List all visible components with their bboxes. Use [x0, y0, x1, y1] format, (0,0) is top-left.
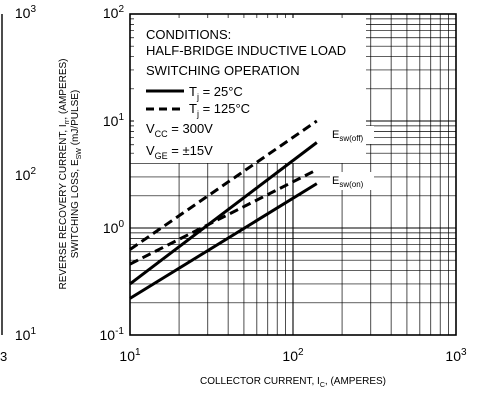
y-tick-label-1: 101: [103, 112, 125, 129]
series-line-tj125-2: [129, 119, 318, 251]
left-axis-ticks: 103 102 101: [15, 4, 37, 343]
left-bottom-partial-label: 3: [0, 349, 7, 364]
conditions-title: CONDITIONS:: [146, 27, 231, 42]
y-tick-label--1: 10-1: [100, 326, 125, 343]
vge-label-bg: [143, 142, 231, 160]
x-axis-label: COLLECTOR CURRENT, IC, (AMPERES): [200, 376, 386, 389]
legend-solid-label: Tj = 25°C: [189, 84, 243, 102]
series-group: [129, 119, 318, 300]
y-tick-label-2: 102: [103, 4, 125, 21]
esw-off-label: Esw(off): [332, 129, 364, 143]
conditions-line1: HALF-BRIDGE INDUCTIVE LOAD: [146, 43, 346, 58]
series-line-tj25-0: [129, 141, 318, 286]
vge-label: VGE = ±15V: [146, 143, 213, 161]
left-tick-label-2: 102: [15, 166, 37, 183]
x-tick-label-100: 102: [282, 347, 304, 364]
vcc-label: VCC = 300V: [146, 121, 213, 139]
plot-frame: [129, 13, 457, 336]
vcc-label-bg: [143, 120, 231, 138]
esw-on-label: Esw(on): [332, 175, 364, 189]
esw-on-label-bg: [330, 172, 374, 190]
series-line-tj25-1: [129, 182, 318, 300]
y-axis-label-outer: REVERSE RECOVERY CURRENT, Irr, (AMPERES): [58, 58, 71, 289]
tick-labels: 101 102 103 102 101 100 10-1: [100, 4, 467, 364]
y-tick-label-0: 100: [103, 219, 125, 236]
x-tick-label-1000: 103: [445, 347, 467, 364]
series-line-tj125-3: [129, 168, 318, 266]
esw-off-label-bg: [330, 126, 374, 144]
y-axis-label-inner: SWITCHING LOSS, ESW (mJ/PULSE): [70, 90, 83, 259]
left-tick-label-1: 101: [15, 326, 37, 343]
x-tick-label-10: 101: [119, 347, 141, 364]
conditions-line2: SWITCHING OPERATION: [146, 63, 300, 78]
left-tick-label-3: 103: [15, 4, 37, 21]
legend-dashed-label: Tj = 125°C: [189, 101, 250, 119]
